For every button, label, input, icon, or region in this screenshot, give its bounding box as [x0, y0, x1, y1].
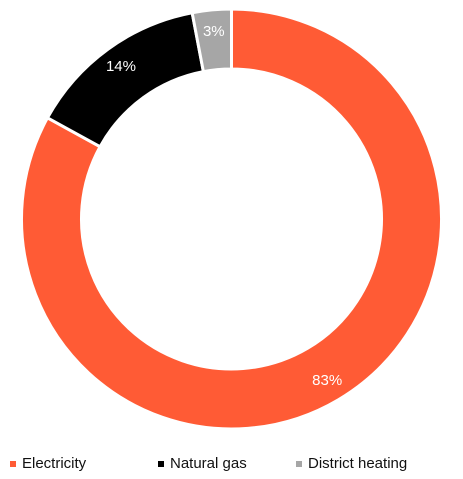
legend-item-natural-gas: Natural gas	[158, 455, 247, 472]
legend-label-electricity: Electricity	[22, 455, 87, 472]
legend-swatch-natural-gas	[158, 460, 164, 467]
data-label-electricity: 83%	[312, 372, 342, 389]
donut-slice-district-heating	[190, 7, 233, 74]
legend-swatch-district-heating	[296, 460, 302, 467]
donut-slice-natural-gas	[45, 10, 206, 149]
data-label-district-heating: 3%	[203, 23, 225, 40]
data-label-natural-gas: 14%	[106, 58, 136, 75]
legend-item-electricity: Electricity	[10, 455, 86, 472]
donut-chart: 83% 14% 3%	[20, 7, 443, 431]
legend-label-district-heating: District heating	[308, 455, 408, 472]
legend-item-district-heating: District heating	[296, 455, 407, 472]
donut-slice-electricity	[20, 7, 443, 431]
legend-label-natural-gas: Natural gas	[170, 455, 247, 472]
legend: Electricity Natural gas District heating	[0, 455, 463, 475]
legend-swatch-electricity	[10, 460, 16, 467]
